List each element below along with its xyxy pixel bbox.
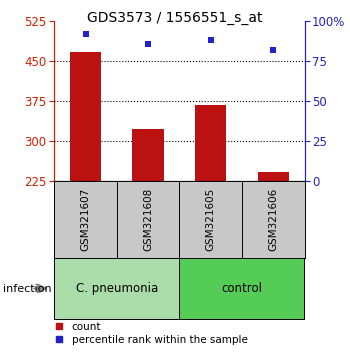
Text: GSM321605: GSM321605 (206, 188, 216, 251)
Bar (258, 171, 289, 181)
Text: infection: infection (4, 284, 52, 293)
Text: GDS3573 / 1556551_s_at: GDS3573 / 1556551_s_at (87, 11, 263, 25)
Text: GSM321607: GSM321607 (80, 188, 91, 251)
Legend: count, percentile rank within the sample: count, percentile rank within the sample (51, 317, 252, 349)
Text: GSM321608: GSM321608 (143, 188, 153, 251)
Text: C. pneumonia: C. pneumonia (76, 282, 158, 295)
Text: control: control (222, 282, 262, 295)
Text: GSM321606: GSM321606 (268, 188, 278, 251)
Bar (70, 51, 101, 181)
Bar (132, 129, 164, 181)
Bar (195, 104, 226, 181)
